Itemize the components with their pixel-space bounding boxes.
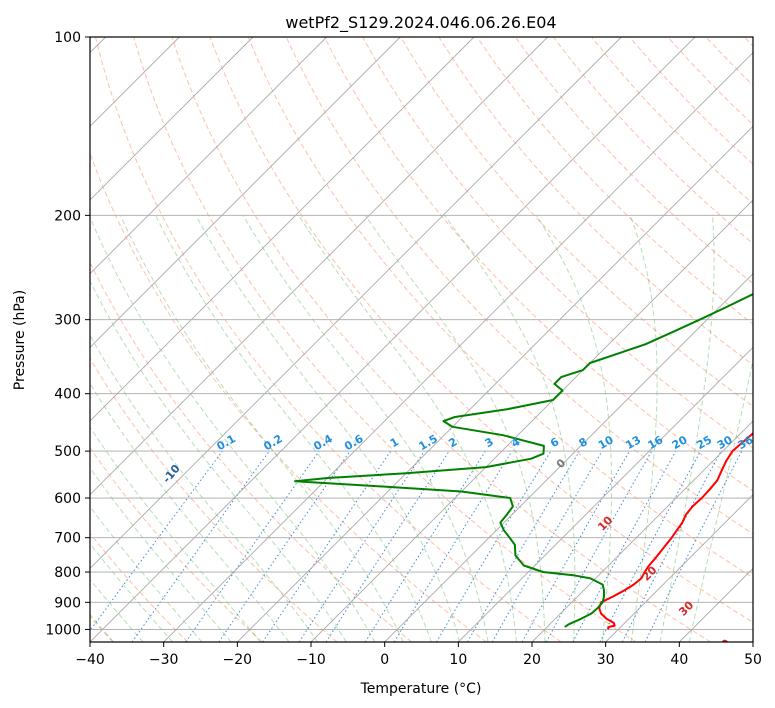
x-tick-label: 10 bbox=[449, 652, 467, 668]
dry-adiabat-line bbox=[90, 152, 487, 642]
dry-adiabat-line bbox=[438, 37, 753, 366]
chart-title: wetPf2_S129.2024.046.06.26.E04 bbox=[285, 13, 556, 33]
x-tick-label: −10 bbox=[296, 652, 326, 668]
mixing-ratio-line bbox=[644, 450, 743, 642]
dry-adiabat-line bbox=[95, 37, 562, 642]
y-tick-label: 200 bbox=[54, 208, 81, 224]
moist-adiabat-line bbox=[155, 215, 432, 642]
dry-adiabat-line bbox=[400, 37, 753, 407]
moist-adiabat-line bbox=[195, 215, 461, 642]
y-tick-label: 500 bbox=[54, 444, 81, 460]
mixing-ratio-line bbox=[262, 450, 392, 642]
isotherm-line bbox=[90, 37, 254, 201]
plot-area: -100-90-80-70-60-50-40-30-20-10010203040… bbox=[90, 37, 756, 656]
y-axis: 100 200 300 400 500 600 700 800 900 1000 bbox=[45, 30, 90, 638]
moist-adiabat-label: 40 bbox=[713, 636, 733, 656]
y-tick-label: 900 bbox=[54, 595, 81, 611]
x-tick-label: 40 bbox=[670, 652, 688, 668]
moist-adiabat-line bbox=[90, 279, 347, 642]
y-tick-label: 400 bbox=[54, 387, 81, 403]
isotherm-line bbox=[237, 125, 753, 642]
sounding-series bbox=[294, 293, 753, 630]
dry-adiabat-line bbox=[90, 532, 189, 642]
mixing-ratio-line bbox=[521, 450, 630, 642]
x-tick-label: 50 bbox=[744, 652, 762, 668]
mixing-ratio-line bbox=[325, 450, 450, 642]
y-axis-title: Pressure (hPa) bbox=[12, 290, 28, 390]
isotherm-grid bbox=[90, 37, 753, 642]
mixing-ratio-line bbox=[131, 450, 270, 642]
dry-adiabat-line bbox=[90, 357, 338, 642]
mixing-ratio-line bbox=[572, 450, 677, 642]
x-tick-label: −30 bbox=[149, 652, 179, 668]
moist-adiabat-line bbox=[90, 578, 144, 642]
y-tick-label: 600 bbox=[54, 491, 81, 507]
isotherm-line bbox=[90, 37, 548, 496]
y-tick-label: 700 bbox=[54, 531, 81, 547]
dry-adiabat-line bbox=[514, 37, 753, 285]
isotherm-line bbox=[90, 37, 622, 569]
x-tick-label: 0 bbox=[380, 652, 389, 668]
isotherm-line bbox=[90, 37, 696, 642]
mixing-ratio-line bbox=[218, 450, 351, 642]
moist-adiabat-line bbox=[688, 358, 753, 642]
y-tick-label: 300 bbox=[54, 313, 81, 329]
x-axis: −40 −30 −20 −10 0 10 20 30 40 50 bbox=[75, 642, 762, 668]
isotherm-line bbox=[90, 37, 401, 348]
moist-adiabat-line bbox=[119, 215, 404, 642]
isotherm-line bbox=[605, 494, 753, 642]
mixing-ratio-line bbox=[545, 450, 653, 642]
moist-adiabat-line bbox=[90, 426, 261, 642]
dry-adiabat-line bbox=[323, 37, 753, 492]
mixing-ratio-line bbox=[185, 450, 320, 642]
moist-adiabat-line bbox=[298, 215, 517, 642]
isobar-grid bbox=[90, 37, 753, 630]
temperature-profile-line bbox=[598, 432, 753, 630]
isotherm-line bbox=[531, 420, 753, 642]
y-tick-label: 800 bbox=[54, 565, 81, 581]
mixing-ratio-line bbox=[298, 450, 425, 642]
mixing-ratio-label: 36 bbox=[736, 433, 756, 452]
moist-adiabat-line bbox=[364, 215, 546, 642]
dewpoint-profile-line bbox=[294, 293, 753, 628]
y-tick-label: 100 bbox=[54, 30, 81, 46]
moist-adiabat-line bbox=[90, 467, 232, 642]
isotherm-line bbox=[90, 37, 327, 275]
x-tick-label: −40 bbox=[75, 652, 105, 668]
moist-adiabat-line bbox=[629, 215, 658, 642]
x-tick-label: 30 bbox=[597, 652, 615, 668]
dry-adiabat-line bbox=[171, 37, 711, 642]
x-axis-title: Temperature (°C) bbox=[360, 681, 482, 697]
isotherm-line bbox=[90, 37, 475, 422]
mixing-ratio-line bbox=[90, 450, 223, 632]
y-tick-label: 1000 bbox=[45, 622, 81, 638]
x-tick-label: −20 bbox=[223, 652, 253, 668]
dry-adiabat-line bbox=[209, 37, 753, 623]
isotherm-line bbox=[163, 52, 753, 642]
mixing-ratio-lines bbox=[90, 450, 743, 642]
plot-frame bbox=[89, 36, 754, 643]
x-tick-label: 20 bbox=[523, 652, 541, 668]
moist-adiabat-line bbox=[535, 215, 613, 642]
moist-adiabat-line bbox=[90, 542, 173, 642]
dry-adiabat-line bbox=[90, 446, 263, 642]
isopleth-labels: -100-90-80-70-60-50-40-30-20-10010203040… bbox=[160, 432, 756, 656]
isotherm-line bbox=[384, 273, 753, 642]
isotherm-line bbox=[310, 199, 753, 642]
dry-adiabat-line bbox=[247, 37, 753, 579]
moist-adiabat-line bbox=[90, 505, 203, 642]
moist-adiabat-line bbox=[90, 334, 319, 642]
isotherm-line bbox=[458, 346, 753, 642]
moist-adiabat-line bbox=[90, 215, 376, 642]
